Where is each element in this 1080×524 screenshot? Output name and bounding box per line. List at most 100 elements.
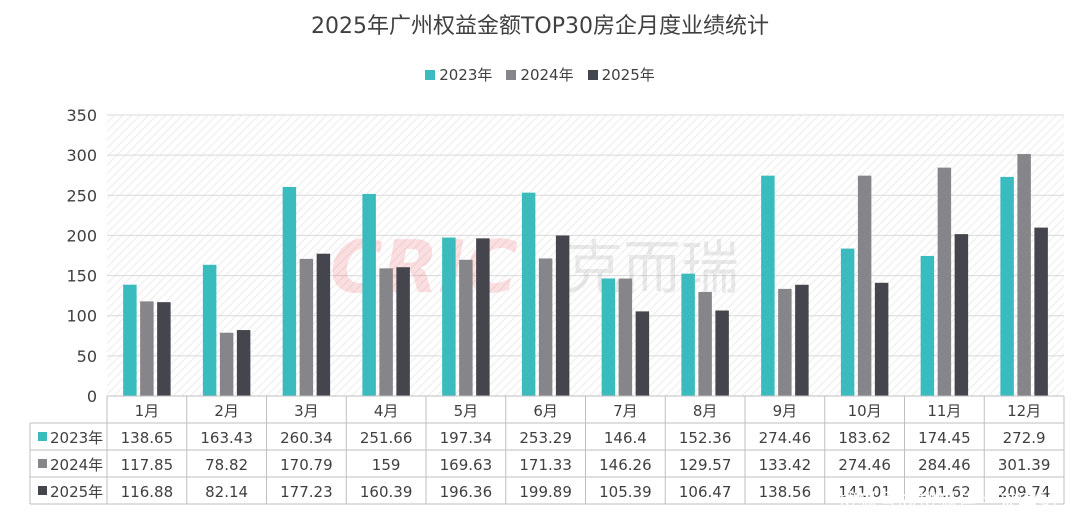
brand-logo-text: CRIC: [330, 225, 518, 309]
x-tick-label: 4月: [374, 402, 399, 420]
bar-2023年-9月: [761, 175, 775, 396]
x-tick-label: 11月: [927, 402, 961, 420]
bar-2025年-9月: [795, 284, 809, 396]
x-tick-label: 9月: [773, 402, 798, 420]
bar-2023年-11月: [920, 255, 935, 396]
x-tick-label: 8月: [693, 402, 718, 420]
data-label: 183.62: [838, 429, 891, 447]
bar-2023年-6月: [521, 192, 536, 396]
bar-2025年-3月: [316, 253, 331, 396]
bars: [123, 154, 1048, 396]
y-tick-label: 200: [66, 226, 97, 245]
data-label: 209.74: [998, 483, 1051, 501]
y-tick-label: 300: [66, 146, 97, 165]
data-label: 116.88: [121, 483, 174, 501]
legend-label-2025: 2025年: [601, 66, 655, 84]
plot-area: [107, 115, 1064, 396]
table-row-label: 2024年: [50, 456, 103, 474]
data-label: 159: [372, 456, 401, 474]
data-label: 152.36: [679, 429, 732, 447]
brand-name-text: 克而瑞: [565, 234, 739, 302]
bar-2023年-5月: [442, 237, 456, 396]
data-label: 133.42: [759, 456, 812, 474]
legend-swatch-2025: [587, 69, 598, 80]
x-tick-label: 6月: [533, 402, 558, 420]
data-label: 197.34: [440, 429, 493, 447]
table-row-swatch: [38, 459, 47, 468]
x-tick-label: 5月: [454, 402, 479, 420]
data-label: 201.62: [918, 483, 971, 501]
y-tick-label: 150: [66, 267, 97, 286]
table-row-swatch: [38, 486, 47, 495]
bar-2023年-2月: [202, 264, 217, 396]
legend-swatch-2024: [506, 69, 517, 80]
x-tick-label: 10月: [848, 402, 882, 420]
data-label: 171.33: [519, 456, 572, 474]
legend-label-2023: 2023年: [439, 66, 493, 84]
y-tick-label: 0: [87, 387, 97, 406]
data-label: 170.79: [280, 456, 333, 474]
bar-2023年-4月: [362, 193, 376, 396]
bar-2025年-7月: [635, 311, 650, 396]
y-tick-label: 50: [77, 347, 97, 366]
data-label: 272.9: [1003, 429, 1046, 447]
bar-2023年-3月: [282, 186, 297, 396]
bar-2024年-4月: [379, 268, 393, 396]
x-tick-label: 7月: [613, 402, 638, 420]
data-label: 138.65: [121, 429, 174, 447]
bar-2025年-1月: [157, 302, 171, 396]
data-label: 199.89: [519, 483, 572, 501]
data-label: 301.39: [998, 456, 1051, 474]
table-row-swatch: [38, 432, 47, 441]
table-row-label: 2025年: [50, 483, 103, 501]
data-label: 106.47: [679, 483, 732, 501]
bar-2024年-10月: [857, 175, 872, 396]
bar-2025年-12月: [1034, 227, 1048, 396]
bar-2025年-11月: [954, 234, 969, 396]
bar-2024年-3月: [299, 258, 314, 396]
data-label: 163.43: [200, 429, 253, 447]
x-tick-label: 3月: [294, 402, 319, 420]
bar-2024年-5月: [459, 259, 473, 396]
legend-label-2024: 2024年: [520, 66, 574, 84]
data-label: 146.26: [599, 456, 652, 474]
bar-2024年-8月: [698, 291, 712, 396]
y-tick-label: 350: [66, 106, 97, 125]
data-label: 117.85: [121, 456, 174, 474]
bar-2023年-12月: [1000, 176, 1014, 396]
legend-item-2023: 2023年: [425, 64, 492, 85]
bar-2023年-8月: [681, 273, 695, 396]
bar-2024年-2月: [219, 332, 234, 396]
data-table: 1月 2月 3月 4月 5月 6月 7月 8月 9月 10月 11月 12月 2023年 138.65 16…: [29, 395, 1065, 505]
bar-2025年-6月: [555, 235, 570, 396]
data-label: 138.56: [759, 483, 812, 501]
bar-2023年-10月: [840, 248, 855, 396]
table-row-label: 2023年: [50, 429, 103, 447]
bar-2024年-6月: [538, 258, 553, 396]
bar-2025年-8月: [715, 310, 729, 396]
legend: 2023年 2024年 2025年: [0, 64, 1080, 85]
y-tick-label: 250: [66, 186, 97, 205]
y-axis-ticks: 0 50 100 150 200 250 300 350: [66, 106, 97, 406]
x-tick-label: 1月: [135, 402, 160, 420]
bar-2025年-4月: [396, 267, 410, 396]
data-label: 129.57: [679, 456, 732, 474]
bar-2024年-7月: [618, 278, 633, 396]
data-label: 284.46: [918, 456, 971, 474]
data-label: 146.4: [604, 429, 647, 447]
legend-item-2025: 2025年: [587, 64, 655, 85]
bar-2023年-1月: [123, 284, 137, 396]
data-label: 274.46: [759, 429, 812, 447]
x-tick-label: 12月: [1007, 402, 1041, 420]
source-watermark: 搜狐号@搜狐焦点来宾站: [837, 490, 1058, 512]
data-label: 160.39: [360, 483, 413, 501]
legend-item-2024: 2024年: [506, 64, 574, 85]
data-label: 196.36: [440, 483, 493, 501]
bar-2024年-11月: [937, 167, 952, 396]
data-label: 174.45: [918, 429, 971, 447]
bar-2025年-5月: [476, 238, 490, 396]
data-label: 141.01: [838, 483, 891, 501]
bar-2025年-2月: [236, 330, 251, 396]
data-label: 169.63: [440, 456, 493, 474]
bar-2024年-12月: [1017, 154, 1031, 396]
